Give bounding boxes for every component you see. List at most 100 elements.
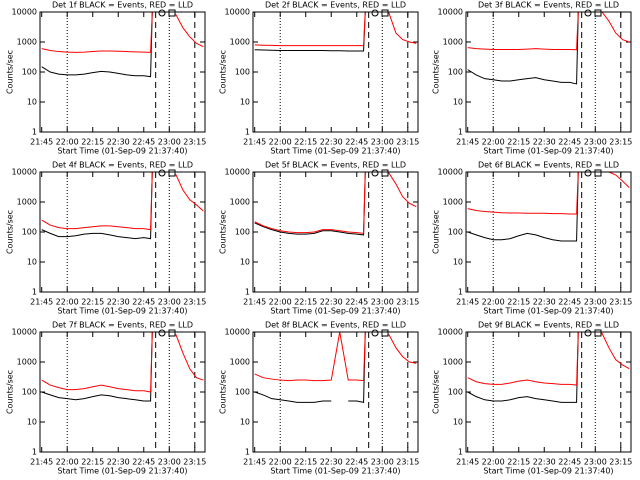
- x-tick-label: 22:45: [558, 138, 581, 147]
- y-axis-label: Counts/sec: [6, 370, 15, 414]
- y-tick-label: 100: [235, 228, 250, 237]
- x-tick-label: 22:30: [107, 138, 130, 147]
- x-tick-label: 23:00: [371, 138, 394, 147]
- chart-title: Det 8f BLACK = Events, RED = LLD: [265, 321, 406, 330]
- y-tick-label: 100: [235, 68, 250, 77]
- panel: Det 1f BLACK = Events, RED = LLD Start Ti…: [6, 1, 207, 156]
- x-tick-label: 23:00: [158, 298, 181, 307]
- chart-title: Det 4f BLACK = Events, RED = LLD: [52, 161, 193, 170]
- x-tick-label: 21:45: [30, 458, 53, 467]
- x-tick-label: 23:00: [158, 138, 181, 147]
- top-marker: [371, 9, 379, 17]
- x-tick-label: 23:00: [371, 298, 394, 307]
- y-tick-label: 100: [22, 68, 37, 77]
- x-tick-label: 23:15: [396, 458, 419, 467]
- y-tick-label: 1000: [230, 198, 250, 207]
- panel: Det 5f BLACK = Events, RED = LLD Start Ti…: [219, 161, 420, 316]
- y-tick-label: 1000: [17, 38, 37, 47]
- plot-frame: [465, 11, 632, 133]
- x-axis-label: Start Time (01-Sep-09 21:37:40): [270, 307, 400, 316]
- x-tick-label: 21:45: [243, 138, 266, 147]
- top-marker: [594, 9, 602, 17]
- x-tick-label: 22:45: [345, 458, 368, 467]
- y-tick-label: 10: [27, 98, 37, 107]
- chart-title: Det 3f BLACK = Events, RED = LLD: [478, 1, 619, 10]
- y-tick-label: 10000: [12, 168, 37, 177]
- y-tick-label: 1000: [443, 38, 463, 47]
- x-axis-label: Start Time (01-Sep-09 21:37:40): [483, 307, 613, 316]
- y-tick-label: 100: [22, 228, 37, 237]
- x-tick-label: 22:15: [507, 138, 530, 147]
- x-tick-label: 22:45: [345, 298, 368, 307]
- top-marker: [371, 329, 379, 337]
- x-tick-label: 22:30: [320, 298, 343, 307]
- y-axis-label: Counts/sec: [219, 370, 228, 414]
- x-tick-label: 22:15: [81, 138, 104, 147]
- x-tick-label: 22:00: [269, 298, 292, 307]
- y-tick-label: 10: [240, 418, 250, 427]
- y-tick-label: 1: [245, 128, 250, 137]
- chart-title: Det 7f BLACK = Events, RED = LLD: [52, 321, 193, 330]
- x-tick-label: 23:00: [371, 458, 394, 467]
- x-tick-label: 22:15: [507, 458, 530, 467]
- plot-frame: [39, 11, 206, 133]
- x-tick-label: 21:45: [243, 458, 266, 467]
- x-axis-label: Start Time (01-Sep-09 21:37:40): [270, 467, 400, 476]
- plot-frame: [465, 171, 632, 293]
- x-tick-label: 22:45: [558, 298, 581, 307]
- x-tick-label: 23:15: [609, 298, 632, 307]
- chart-title: Det 5f BLACK = Events, RED = LLD: [265, 161, 406, 170]
- top-marker: [168, 329, 176, 337]
- y-tick-label: 1: [458, 448, 463, 457]
- x-axis-label: Start Time (01-Sep-09 21:37:40): [483, 467, 613, 476]
- y-tick-label: 100: [22, 388, 37, 397]
- y-tick-label: 10000: [12, 8, 37, 17]
- top-marker: [168, 9, 176, 17]
- x-tick-label: 22:00: [482, 298, 505, 307]
- x-tick-label: 21:45: [30, 298, 53, 307]
- plot-frame: [252, 171, 419, 293]
- data-line: [467, 12, 630, 51]
- y-tick-label: 10: [240, 258, 250, 267]
- y-tick-label: 1000: [17, 198, 37, 207]
- y-tick-label: 10: [453, 418, 463, 427]
- y-tick-label: 1: [458, 128, 463, 137]
- x-tick-label: 22:30: [533, 458, 556, 467]
- y-axis-label: Counts/sec: [6, 50, 15, 94]
- top-marker: [381, 329, 389, 337]
- y-tick-label: 100: [448, 68, 463, 77]
- top-marker: [584, 169, 592, 177]
- y-tick-label: 10000: [12, 328, 37, 337]
- data-line: [467, 332, 579, 403]
- panel: Det 3f BLACK = Events, RED = LLD Start Ti…: [432, 1, 633, 156]
- panel: Det 8f BLACK = Events, RED = LLD Start Ti…: [219, 321, 420, 476]
- x-tick-label: 23:00: [584, 138, 607, 147]
- plot-frame: [252, 331, 419, 453]
- data-line: [467, 172, 630, 215]
- x-tick-label: 21:45: [456, 298, 479, 307]
- y-tick-label: 10000: [438, 168, 463, 177]
- x-tick-label: 21:45: [30, 138, 53, 147]
- y-tick-label: 1: [458, 288, 463, 297]
- x-tick-label: 21:45: [243, 298, 266, 307]
- x-tick-label: 22:45: [558, 458, 581, 467]
- y-tick-label: 10: [240, 98, 250, 107]
- top-marker: [381, 9, 389, 17]
- x-tick-label: 23:15: [609, 458, 632, 467]
- x-tick-label: 22:15: [294, 458, 317, 467]
- data-line: [467, 172, 579, 242]
- y-tick-label: 1000: [17, 358, 37, 367]
- x-tick-label: 23:00: [584, 298, 607, 307]
- top-marker: [158, 9, 166, 17]
- x-tick-label: 22:30: [107, 298, 130, 307]
- x-tick-label: 22:00: [482, 138, 505, 147]
- x-tick-label: 22:00: [56, 138, 79, 147]
- x-tick-label: 22:15: [294, 298, 317, 307]
- x-tick-label: 23:15: [609, 138, 632, 147]
- x-tick-label: 22:15: [294, 138, 317, 147]
- top-marker: [594, 329, 602, 337]
- top-marker: [158, 169, 166, 177]
